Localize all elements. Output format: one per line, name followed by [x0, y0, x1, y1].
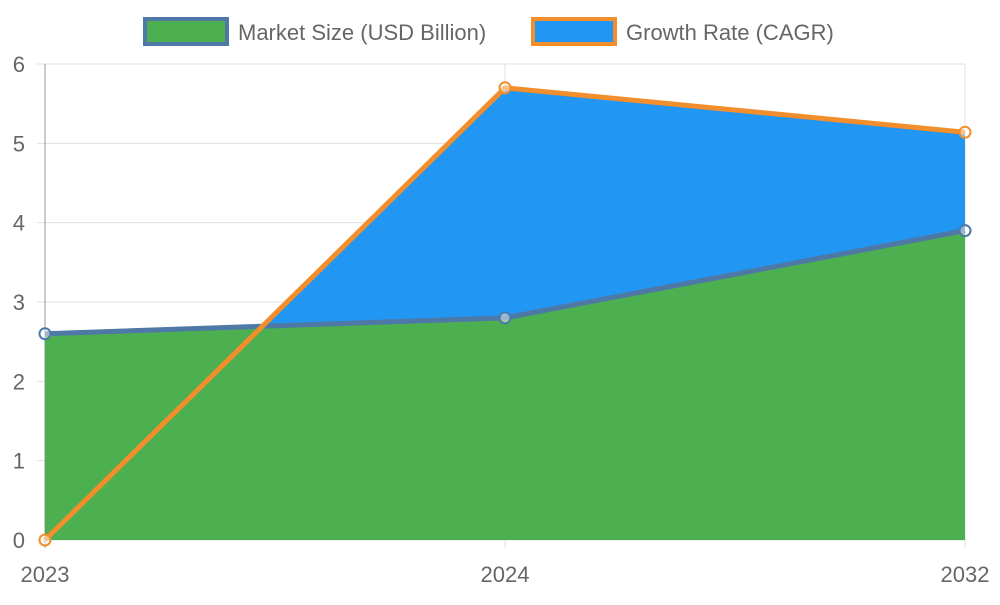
- y-tick-label: 6: [13, 52, 25, 77]
- point-growth-rate: [38, 533, 52, 547]
- line-market-size: [44, 228, 966, 337]
- point-market-size: [958, 224, 972, 238]
- lines: [38, 81, 972, 547]
- y-tick-label: 4: [13, 211, 25, 236]
- point-market-size: [498, 311, 512, 325]
- area-market-size: [45, 230, 965, 540]
- y-tick-label: 0: [13, 528, 25, 553]
- x-tick-label: 2032: [941, 562, 990, 587]
- areas: [45, 87, 965, 541]
- tick-labels: 0 1 2 3 4 5 6 2023 2024 2032: [13, 52, 990, 587]
- y-tick-label: 2: [13, 369, 25, 394]
- y-tick-label: 5: [13, 131, 25, 156]
- y-tick-label: 1: [13, 449, 25, 474]
- legend-label-growth-rate: Growth Rate (CAGR): [626, 20, 834, 45]
- legend-item-market-size[interactable]: Market Size (USD Billion): [143, 17, 486, 46]
- x-tick-label: 2024: [481, 562, 530, 587]
- x-tick-label: 2023: [21, 562, 70, 587]
- legend-swatch-market-size: [143, 17, 229, 46]
- point-growth-rate: [958, 125, 972, 139]
- line-growth-rate: [43, 85, 966, 542]
- point-market-size: [38, 327, 52, 341]
- legend-swatch-growth-rate: [531, 17, 617, 46]
- legend-label-market-size: Market Size (USD Billion): [238, 20, 486, 45]
- y-tick-label: 3: [13, 290, 25, 315]
- legend-item-growth-rate[interactable]: Growth Rate (CAGR): [531, 17, 834, 46]
- point-growth-rate: [498, 81, 512, 95]
- legend: Market Size (USD Billion) Growth Rate (C…: [143, 17, 834, 46]
